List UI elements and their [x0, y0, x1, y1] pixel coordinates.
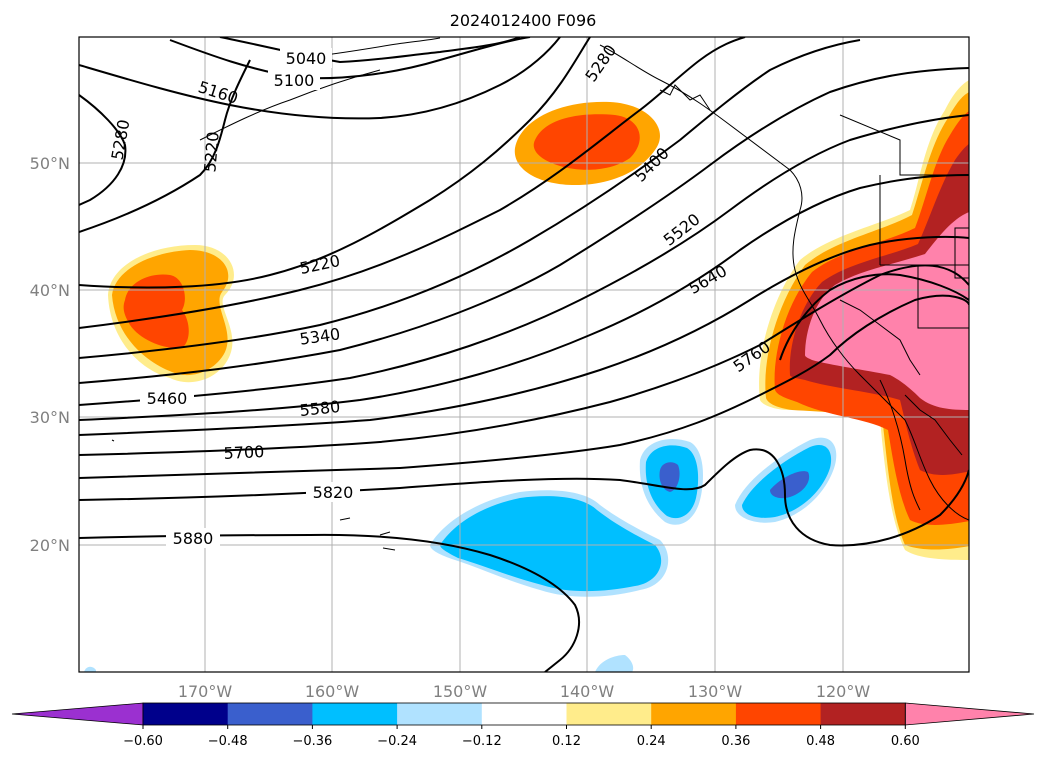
colorbar-segment — [820, 703, 906, 725]
lat-label: 50°N — [30, 154, 70, 173]
colorbar-segment — [143, 703, 229, 725]
height-contours — [79, 37, 969, 672]
contour-label: 5880 — [173, 529, 214, 548]
colorbar-tick-label: 0.48 — [806, 734, 835, 749]
map-frame — [78, 36, 970, 673]
map-panel: 5040 5100 5160 5280 5220 5280 5220 5340 … — [79, 37, 969, 672]
colorbar-tick-label: −0.24 — [377, 734, 417, 749]
lon-label: 150°W — [433, 682, 488, 701]
lon-label: 130°W — [688, 682, 743, 701]
contour-label: 5040 — [286, 49, 327, 68]
colorbar-segment — [227, 703, 313, 725]
latitude-labels: 50°N 40°N 30°N 20°N — [30, 154, 70, 555]
map-title: 2024012400 F096 — [450, 11, 597, 30]
anomaly-shading — [84, 80, 969, 672]
lat-label: 40°N — [30, 281, 70, 300]
lon-label: 160°W — [305, 682, 360, 701]
colorbar-tick-label: 0.24 — [637, 734, 666, 749]
contour-label: 5580 — [299, 397, 341, 420]
colorbar-extend-high — [904, 702, 1035, 726]
colorbar-tick-label: −0.36 — [292, 734, 332, 749]
colorbar-segment — [481, 703, 567, 725]
contour-label: 5100 — [274, 71, 315, 90]
colorbar-tick-label: −0.12 — [462, 734, 502, 749]
coastlines — [111, 37, 969, 551]
contour-label: 5700 — [223, 442, 265, 463]
longitude-labels: 170°W 160°W 150°W 140°W 130°W 120°W — [178, 682, 871, 701]
colorbar: −0.60 −0.48 −0.36 −0.24 −0.12 0.12 0.24 0.36 0.4… — [11, 702, 1035, 749]
colorbar-segment — [397, 703, 483, 725]
lon-label: 140°W — [560, 682, 615, 701]
colorbar-segment — [651, 703, 737, 725]
colorbar-tick-label: −0.48 — [208, 734, 248, 749]
colorbar-segment — [735, 703, 822, 725]
colorbar-outline — [142, 702, 906, 726]
contour-label: 5820 — [313, 483, 354, 502]
contour-label: 5460 — [147, 389, 188, 408]
contour-label: 5220 — [200, 131, 222, 173]
colorbar-segment — [312, 703, 398, 725]
colorbar-tick-label: −0.60 — [123, 734, 163, 749]
lon-label: 170°W — [178, 682, 233, 701]
lat-label: 30°N — [30, 408, 70, 427]
colorbar-tick-label: 0.36 — [721, 734, 750, 749]
colorbar-segment — [566, 703, 652, 725]
colorbar-tick-label: 0.12 — [552, 734, 581, 749]
lon-label: 120°W — [816, 682, 871, 701]
colorbar-tick-label: 0.60 — [891, 734, 920, 749]
lat-label: 20°N — [30, 536, 70, 555]
colorbar-extend-low — [11, 702, 144, 726]
